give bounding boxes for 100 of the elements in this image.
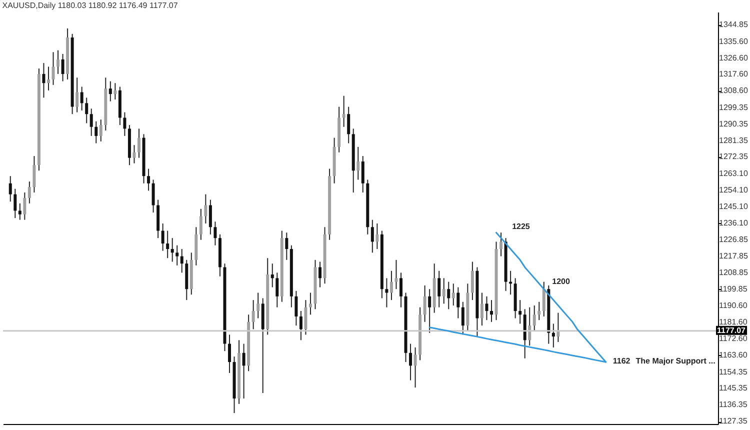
candlestick — [132, 144, 136, 164]
y-tick-label: 1172.60 — [719, 334, 748, 344]
candlestick — [46, 66, 50, 91]
candlestick — [152, 179, 155, 214]
candlestick — [76, 77, 79, 113]
y-tick-label: 1136.35 — [719, 400, 748, 410]
y-tick-label: 1236.10 — [719, 218, 748, 228]
candlestick — [470, 261, 474, 301]
candlestick — [318, 261, 322, 288]
candlestick — [370, 219, 374, 254]
candlestick — [399, 272, 402, 308]
candlestick — [42, 62, 46, 98]
candlestick — [80, 86, 84, 111]
candlestick — [99, 119, 102, 142]
candlestick — [490, 300, 493, 322]
candlestick — [518, 300, 522, 324]
candlestick — [114, 82, 117, 100]
candlestick — [480, 292, 484, 326]
y-tick-label: 1190.60 — [719, 301, 748, 310]
candlestick — [447, 281, 450, 310]
candlestick — [14, 188, 17, 218]
candlestick — [256, 292, 260, 319]
y-tick-label: 1335.60 — [719, 36, 748, 46]
candlestick — [347, 106, 350, 144]
candlestick — [409, 343, 412, 381]
candlestick — [423, 284, 426, 322]
candlestick — [52, 52, 55, 86]
y-tick-label: 1344.85 — [719, 20, 748, 30]
y-tick-label: 1181.60 — [719, 318, 748, 327]
candlestick — [32, 156, 36, 193]
candlestick — [8, 176, 12, 202]
y-tick-label: 1299.35 — [719, 102, 748, 112]
candlestick — [170, 238, 174, 262]
candlestick — [180, 248, 184, 274]
annotation: The Major Support ... — [636, 356, 716, 366]
candlestick — [94, 120, 98, 144]
candlestick — [242, 343, 246, 399]
candlestick — [361, 156, 364, 193]
candlestick — [552, 323, 555, 348]
y-tick-label: 1226.85 — [719, 235, 748, 244]
candlestick — [147, 168, 150, 192]
y-tick-label: 1290.35 — [719, 119, 748, 128]
ref-line-label: 1177.07 — [717, 326, 746, 335]
candlestick — [456, 286, 460, 319]
candlestick — [294, 290, 298, 326]
y-tick-label: 1281.35 — [719, 136, 748, 145]
candlestick — [176, 244, 179, 266]
candlestick — [342, 95, 346, 128]
candlestick — [161, 222, 164, 252]
y-tick-label: 1326.60 — [719, 53, 748, 62]
candlestick — [137, 128, 140, 158]
y-tick-label: 1154.35 — [719, 367, 748, 376]
y-tick-label: 1308.60 — [719, 86, 748, 96]
candlestick — [461, 301, 464, 336]
y-tick-label: 1163.60 — [719, 350, 748, 360]
y-tick-label: 1245.10 — [719, 202, 748, 211]
candlestick — [18, 202, 22, 220]
candlestick — [299, 310, 302, 341]
candlestick — [208, 199, 212, 235]
y-tick-label: 1272.35 — [719, 152, 748, 162]
candlestick — [108, 80, 112, 102]
y-tick-label: 1208.85 — [719, 268, 748, 277]
candlestick — [385, 278, 388, 308]
candlestick — [85, 97, 88, 124]
candlestick — [485, 296, 488, 321]
candlestick — [428, 288, 432, 334]
candlestick — [56, 50, 60, 74]
candlestick — [390, 270, 393, 301]
y-tick-label: 1254.10 — [719, 185, 748, 194]
candlestick — [252, 300, 255, 330]
candlestick — [452, 283, 455, 306]
candlestick — [532, 305, 536, 332]
candlestick — [414, 346, 417, 388]
y-tick-label: 1317.60 — [719, 70, 748, 79]
candlestick — [123, 112, 126, 136]
candlestick — [304, 300, 308, 336]
candlestick — [308, 292, 312, 316]
candlestick — [285, 232, 288, 260]
candlestick — [542, 281, 546, 317]
candlestick — [166, 230, 170, 259]
y-tick-label: 1263.10 — [719, 169, 748, 178]
candlestick — [442, 278, 446, 304]
candlestick — [276, 272, 279, 308]
candlestick — [500, 232, 503, 257]
candlestick — [23, 192, 26, 220]
y-tick-label: 1199.85 — [719, 284, 748, 294]
candlestick — [214, 221, 217, 246]
y-tick-label: 1127.35 — [719, 416, 748, 426]
candlestick — [204, 194, 208, 224]
candlestick — [61, 53, 64, 82]
candlestick — [199, 208, 202, 240]
chart-title: XAUUSD,Daily 1180.03 1180.92 1176.49 1177.07 — [2, 1, 178, 10]
y-tick-label: 1145.35 — [719, 384, 748, 393]
annotation: 1200 — [552, 276, 570, 286]
candlestick — [228, 334, 232, 374]
y-tick-label: 1217.85 — [719, 252, 748, 261]
candlestick — [394, 259, 398, 290]
candlestick — [556, 312, 560, 342]
candlestick — [538, 301, 541, 321]
candlestick — [356, 146, 360, 180]
